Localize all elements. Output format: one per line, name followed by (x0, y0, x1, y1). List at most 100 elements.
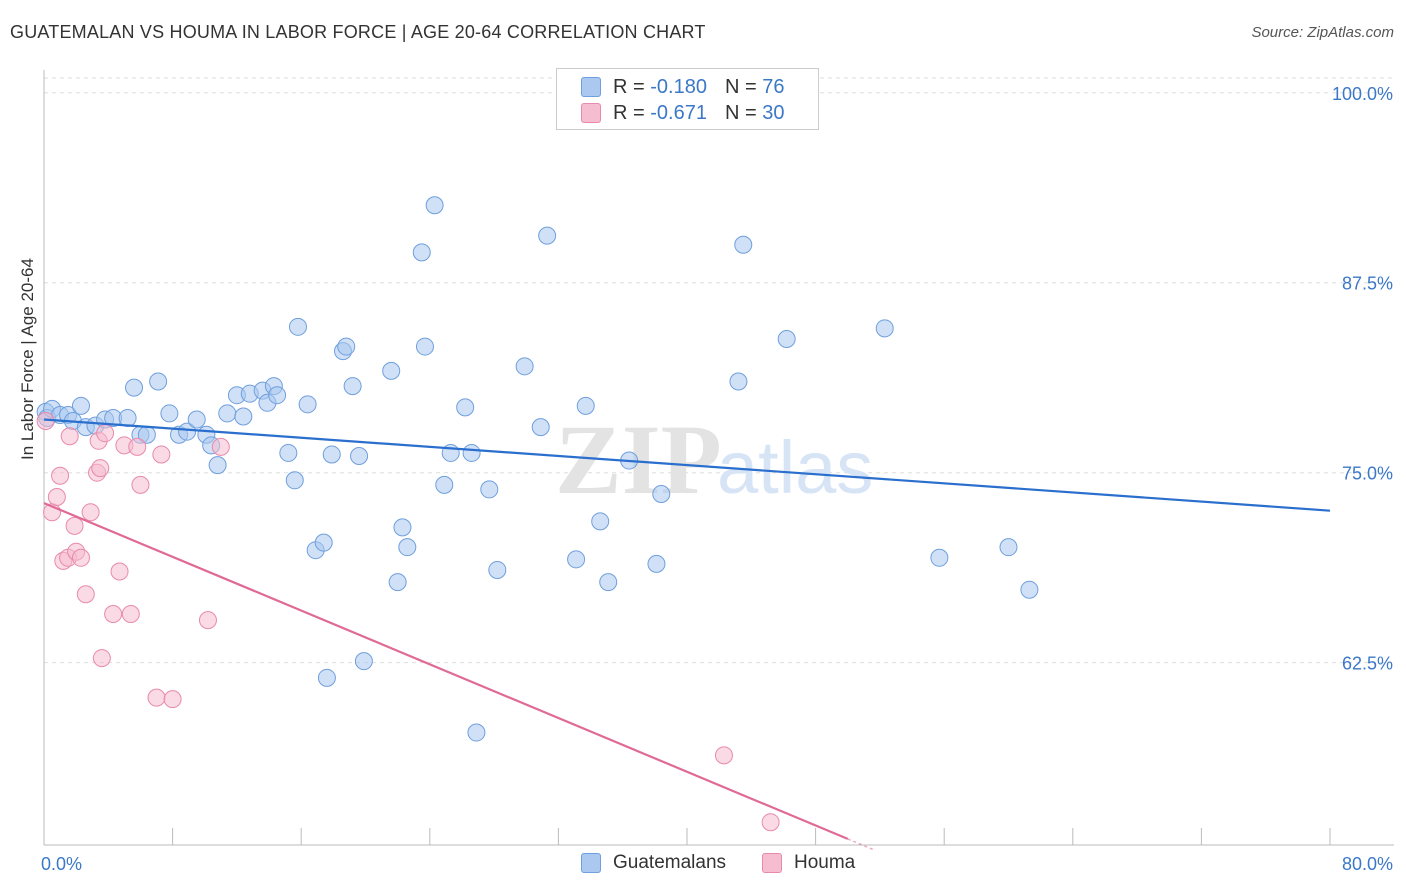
chart-title: GUATEMALAN VS HOUMA IN LABOR FORCE | AGE… (10, 22, 706, 42)
watermark-zip: ZIP (555, 404, 722, 515)
watermark: ZIP atlas (555, 404, 873, 515)
legend-n-value: 30 (762, 101, 785, 124)
y-tick-label: 75.0% (1342, 464, 1393, 484)
source-label: Source: ZipAtlas.com (1251, 24, 1394, 41)
houma-point (110, 562, 129, 581)
legend-n-label: N = (724, 75, 757, 98)
legend-item-houma: Houma (762, 852, 855, 874)
houma-point (71, 548, 90, 567)
houma-point (60, 427, 79, 446)
guatemalan-point (467, 723, 486, 742)
houma-point (51, 466, 70, 485)
legend-r-label: R = (613, 101, 645, 124)
houma-point (104, 605, 123, 624)
houma-point (96, 424, 115, 443)
guatemalan-point (398, 538, 417, 557)
guatemalan-point (567, 550, 586, 569)
legend-n-value: 76 (762, 75, 785, 98)
guatemalan-point (462, 443, 481, 462)
guatemalan-point (875, 319, 894, 338)
axis-layer: 62.5% 75.0% 87.5% 100.0% 0.0% 80.0% (41, 70, 1394, 874)
guatemalan-point (999, 538, 1018, 557)
houma-point (76, 585, 95, 604)
legend-r-label: R = (613, 75, 645, 98)
guatemalan-point (125, 378, 144, 397)
guatemalan-point (314, 533, 333, 552)
guatemalan-point (354, 652, 373, 671)
legend-row-houma: R = -0.671 N = 30 (581, 101, 784, 125)
watermark-atlas: atlas (717, 426, 873, 509)
legend-swatch-blue (581, 853, 601, 873)
guatemalan-point (187, 410, 206, 429)
guatemalan-point (208, 456, 227, 475)
legend-label-houma: Houma (794, 852, 856, 873)
guatemalan-point (930, 548, 949, 567)
legend-r-value: -0.671 (650, 101, 707, 124)
x-tick-label: 0.0% (41, 854, 82, 874)
houma-trend-extension (847, 838, 874, 851)
guatemalan-point (515, 357, 534, 376)
y-tick-label: 62.5% (1342, 654, 1393, 674)
y-tick-label: 87.5% (1342, 274, 1393, 294)
legend-row-guatemalans: R = -0.180 N = 76 (581, 75, 784, 99)
guatemalan-point (393, 518, 412, 537)
guatemalan-point (591, 512, 610, 531)
guatemalan-point (1020, 580, 1039, 599)
guatemalan-point (298, 395, 317, 414)
guatemalan-point (435, 475, 454, 494)
houma-point (198, 611, 217, 630)
houma-point (65, 516, 84, 535)
guatemalan-point (317, 668, 336, 687)
legend-swatch-pink (762, 853, 782, 873)
points-layer (36, 196, 1039, 832)
legend-swatch-blue (581, 77, 601, 97)
series-legend: Guatemalans Houma (0, 852, 1406, 876)
houma-point (121, 605, 140, 624)
guatemalan-point (160, 404, 179, 423)
guatemalan-point (388, 573, 407, 592)
guatemalan-point (322, 445, 341, 464)
x-tick-label: 80.0% (1342, 854, 1393, 874)
stats-legend: R = -0.180 N = 76 R = -0.671 N = 30 (556, 68, 819, 130)
houma-point (81, 503, 100, 522)
guatemalan-point (178, 422, 197, 441)
legend-swatch-pink (581, 103, 601, 123)
houma-point (211, 437, 230, 456)
guatemalan-point (71, 396, 90, 415)
guatemalan-trend-line (43, 418, 1331, 512)
guatemalan-point (729, 372, 748, 391)
grid-layer (44, 77, 1394, 664)
houma-point (47, 488, 66, 507)
guatemalan-point (734, 235, 753, 254)
guatemalan-point (337, 337, 356, 356)
houma-point (147, 688, 166, 707)
y-tick-label: 100.0% (1332, 84, 1393, 104)
houma-point (152, 445, 171, 464)
legend-item-guatemalans: Guatemalans (581, 852, 726, 874)
guatemalan-point (279, 443, 298, 462)
y-axis-label: In Labor Force | Age 20-64 (18, 258, 37, 460)
guatemalan-point (285, 471, 304, 490)
houma-point (91, 459, 110, 478)
guatemalan-point (382, 361, 401, 380)
guatemalan-point (599, 573, 618, 592)
legend-r-value: -0.180 (650, 75, 707, 98)
guatemalan-point (234, 407, 253, 426)
guatemalan-point (538, 226, 557, 245)
guatemalan-point (218, 404, 237, 423)
trend-layer (43, 418, 1331, 851)
guatemalan-point (456, 398, 475, 417)
guatemalan-point (149, 372, 168, 391)
guatemalan-point (488, 560, 507, 579)
guatemalan-point (288, 317, 307, 336)
guatemalan-point (480, 480, 499, 499)
guatemalan-point (531, 418, 550, 437)
houma-point (163, 690, 182, 709)
guatemalan-point (268, 386, 287, 405)
legend-label-guatemalans: Guatemalans (613, 852, 727, 873)
houma-point (131, 475, 150, 494)
guatemalan-point (425, 196, 444, 215)
legend-n-label: N = (724, 101, 757, 124)
houma-point (92, 649, 111, 668)
